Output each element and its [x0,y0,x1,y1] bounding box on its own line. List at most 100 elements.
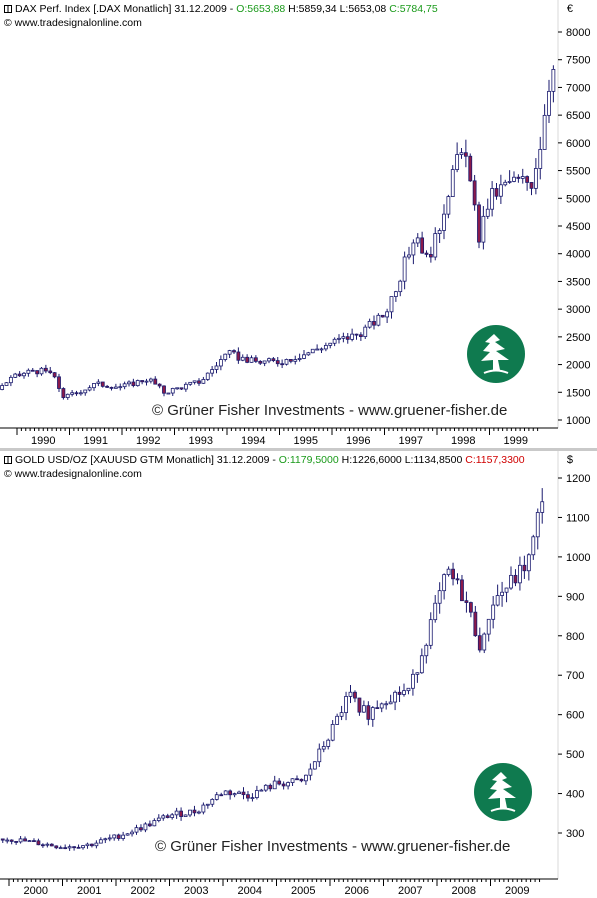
candle-body [372,320,376,326]
candle-body [304,774,308,782]
candle-body [144,380,149,383]
candle-body [107,837,112,840]
candle-body [112,834,117,839]
x-tick-label: 1991 [84,435,108,447]
candle-body [299,778,304,782]
candle-body [295,778,299,781]
candle-body [174,810,179,816]
candle-body [162,385,166,394]
candle-body [455,578,460,581]
x-tick-label: 2003 [184,885,208,897]
candle-body [509,574,513,589]
candle-body [451,568,455,580]
candle-body [481,215,486,243]
gold-high: H:1226,6000 [341,454,402,466]
candle-body [350,333,355,340]
candle-body [312,761,317,770]
y-tick-label: 300 [566,828,584,840]
gold-source: © www.tradesignalonline.com [4,468,142,480]
candle-body [197,811,201,814]
candle-body [538,149,543,169]
candle-body [512,176,516,182]
candle-body [22,372,26,377]
candle-body [460,579,464,602]
candle-body [503,181,508,186]
candle-body [40,844,45,847]
candle-body [165,815,170,818]
candle-body [389,296,394,313]
candle-body [122,383,127,388]
candle-body [535,512,540,538]
candle-body [70,392,75,395]
candle-body [464,600,469,603]
candle-body [326,739,331,747]
candle-body [201,379,206,384]
pin-icon[interactable] [4,5,12,13]
candle-body [92,383,96,389]
candle-body [23,838,27,842]
candle-body [433,233,438,258]
candle-body [490,188,495,210]
candle-body [424,644,429,657]
candle-body [81,845,85,849]
y-tick-label: 5500 [566,166,590,178]
candle-body [130,831,134,835]
candle-body [415,237,420,244]
candle-body [223,790,228,796]
candle-body [442,574,447,592]
dax-header: DAX Perf. Index [.DAX Monatlich] 31.12.2… [4,3,438,15]
x-tick-label: 2007 [398,885,422,897]
candle-body [259,789,264,792]
candle-body [308,768,313,776]
candle-body [262,360,267,364]
candle-body [345,336,350,340]
x-tick-label: 1998 [451,435,475,447]
candle-body [366,705,371,720]
candle-body [495,595,500,606]
candle-body [205,372,210,380]
candle-body [63,847,68,850]
candle-body [0,838,5,841]
candle-body [402,256,407,282]
x-tick-label: 2009 [505,885,529,897]
candle-body [153,378,158,385]
x-tick-label: 2006 [345,885,369,897]
candle-body [54,845,59,849]
y-tick-label: 6000 [566,138,590,150]
candle-body [249,357,254,363]
candle-body [446,196,451,215]
candle-body [315,348,320,351]
candle-body [268,784,273,790]
x-tick-label: 1990 [31,435,55,447]
candle-body [428,619,433,646]
candle-body [513,574,518,584]
candle-body [103,838,108,841]
candle-body [288,359,293,362]
candle-body [61,388,66,398]
candle-body [188,381,193,385]
tree-logo-icon [467,325,525,383]
candle-body [348,691,353,697]
candle-body [121,834,126,839]
gold-low: L:1134,8500 [404,454,463,466]
candle-body [8,376,13,384]
candle-body [175,387,180,390]
x-tick-label: 2002 [131,885,155,897]
candle-body [237,791,241,795]
candle-body [411,242,416,256]
candle-body [148,378,153,382]
x-tick-label: 2008 [452,885,476,897]
pin-icon[interactable] [4,456,12,464]
candle-body [250,797,255,800]
candle-body [143,823,148,831]
candle-body [477,204,481,243]
x-tick-label: 2004 [238,885,262,897]
candle-body [58,847,63,850]
candle-body [437,590,442,604]
candle-body [500,591,504,596]
candle-body [45,843,50,846]
x-tick-label: 2001 [77,885,101,897]
y-tick-label: 600 [566,710,584,722]
candles [0,488,545,851]
dax-chart-panel: DAX Perf. Index [.DAX Monatlich] 31.12.2… [0,0,597,448]
